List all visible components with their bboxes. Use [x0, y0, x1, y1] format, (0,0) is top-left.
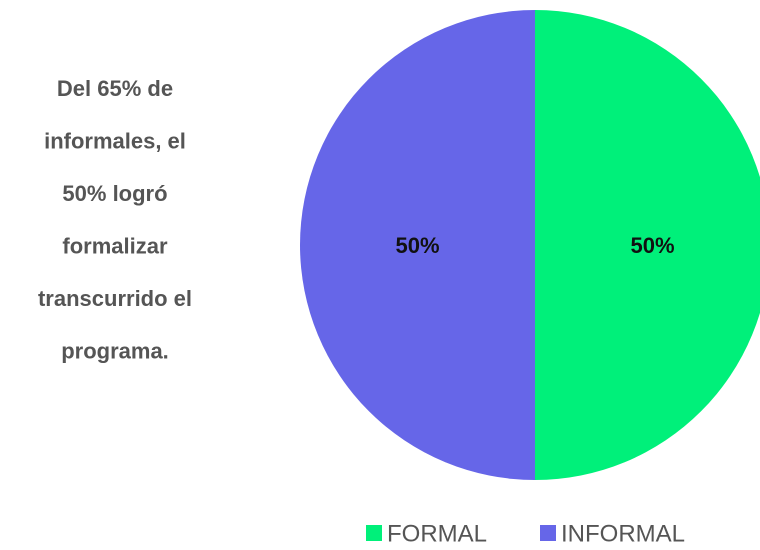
annotation-line: formalizar: [62, 234, 168, 259]
annotation-line: programa.: [61, 339, 169, 364]
annotation-line: Del 65% de: [57, 76, 173, 101]
slice-label: 50%: [395, 233, 439, 258]
annotation-line: 50% logró: [62, 181, 167, 206]
pie-slice: [300, 10, 535, 480]
legend-label: INFORMAL: [561, 520, 685, 547]
legend-label: FORMAL: [387, 520, 487, 547]
annotation-line: transcurrido el: [38, 286, 192, 311]
annotation-line: informales, el: [44, 129, 186, 154]
legend-swatch: [366, 525, 382, 541]
legend-swatch: [540, 525, 556, 541]
pie-slice: [535, 10, 760, 480]
slice-label: 50%: [630, 233, 674, 258]
